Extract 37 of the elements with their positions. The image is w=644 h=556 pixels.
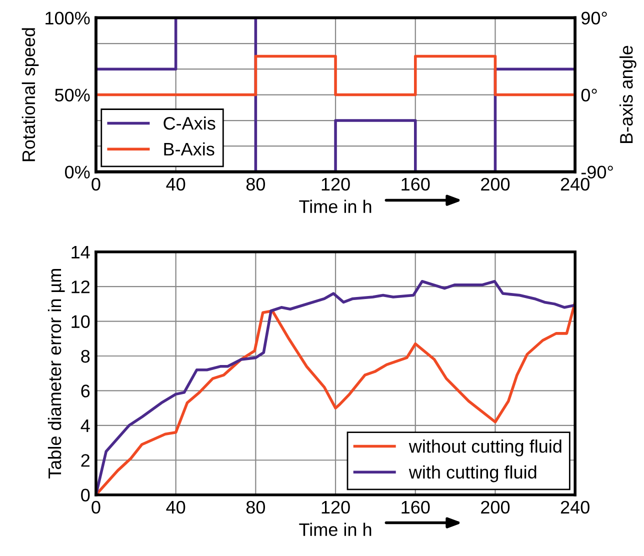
- y2-tick-label: 0°: [581, 88, 597, 102]
- x-tick-label: 80: [246, 500, 266, 514]
- x-tick-label: 160: [402, 178, 430, 191]
- x-tick-label: 40: [166, 500, 186, 514]
- x-tick-label: 80: [246, 178, 266, 191]
- y2-axis-title: B-axis angle: [620, 46, 636, 143]
- legend-label: C-Axis: [164, 116, 216, 130]
- x-tick-label: 0: [92, 178, 100, 191]
- legend-label: with cutting fluid: [408, 465, 536, 482]
- legend-label: B-Axis: [164, 142, 214, 156]
- y-tick-label: 0%: [65, 166, 90, 179]
- y2-tick-label: 90°: [581, 12, 607, 25]
- y-tick-label: 10: [72, 315, 90, 328]
- x-tick-label: 240: [560, 500, 590, 514]
- x-tick-label: 120: [322, 178, 350, 191]
- y-tick-label: 12: [72, 280, 90, 294]
- y-tick-label: 14: [72, 246, 90, 258]
- x-axis-title: Time in h: [299, 200, 372, 214]
- y-tick-label: 6: [81, 384, 90, 398]
- legend-label: without cutting fluid: [408, 440, 562, 456]
- y-tick-label: 4: [80, 420, 90, 432]
- x-tick-label: 200: [481, 500, 510, 514]
- y-tick-label: 100%: [46, 12, 90, 25]
- x-tick-label: 200: [481, 178, 510, 191]
- x-tick-label: 240: [560, 178, 590, 191]
- x-tick-label: 120: [322, 500, 350, 514]
- x-tick-label: 0: [92, 500, 100, 514]
- x-tick-label: 40: [166, 178, 186, 191]
- x-axis-title: Time in h: [299, 522, 372, 536]
- y2-tick-label: -90°: [581, 166, 613, 179]
- x-tick-label: 160: [402, 500, 430, 514]
- y-tick-label: 50%: [54, 88, 90, 102]
- y-axis-title: Table diameter error in µm: [48, 268, 65, 478]
- y-tick-label: 8: [81, 350, 90, 363]
- y-axis-title: Rotational speed: [22, 28, 39, 162]
- y-tick-label: 0: [81, 488, 90, 502]
- y-tick-label: 2: [81, 454, 90, 467]
